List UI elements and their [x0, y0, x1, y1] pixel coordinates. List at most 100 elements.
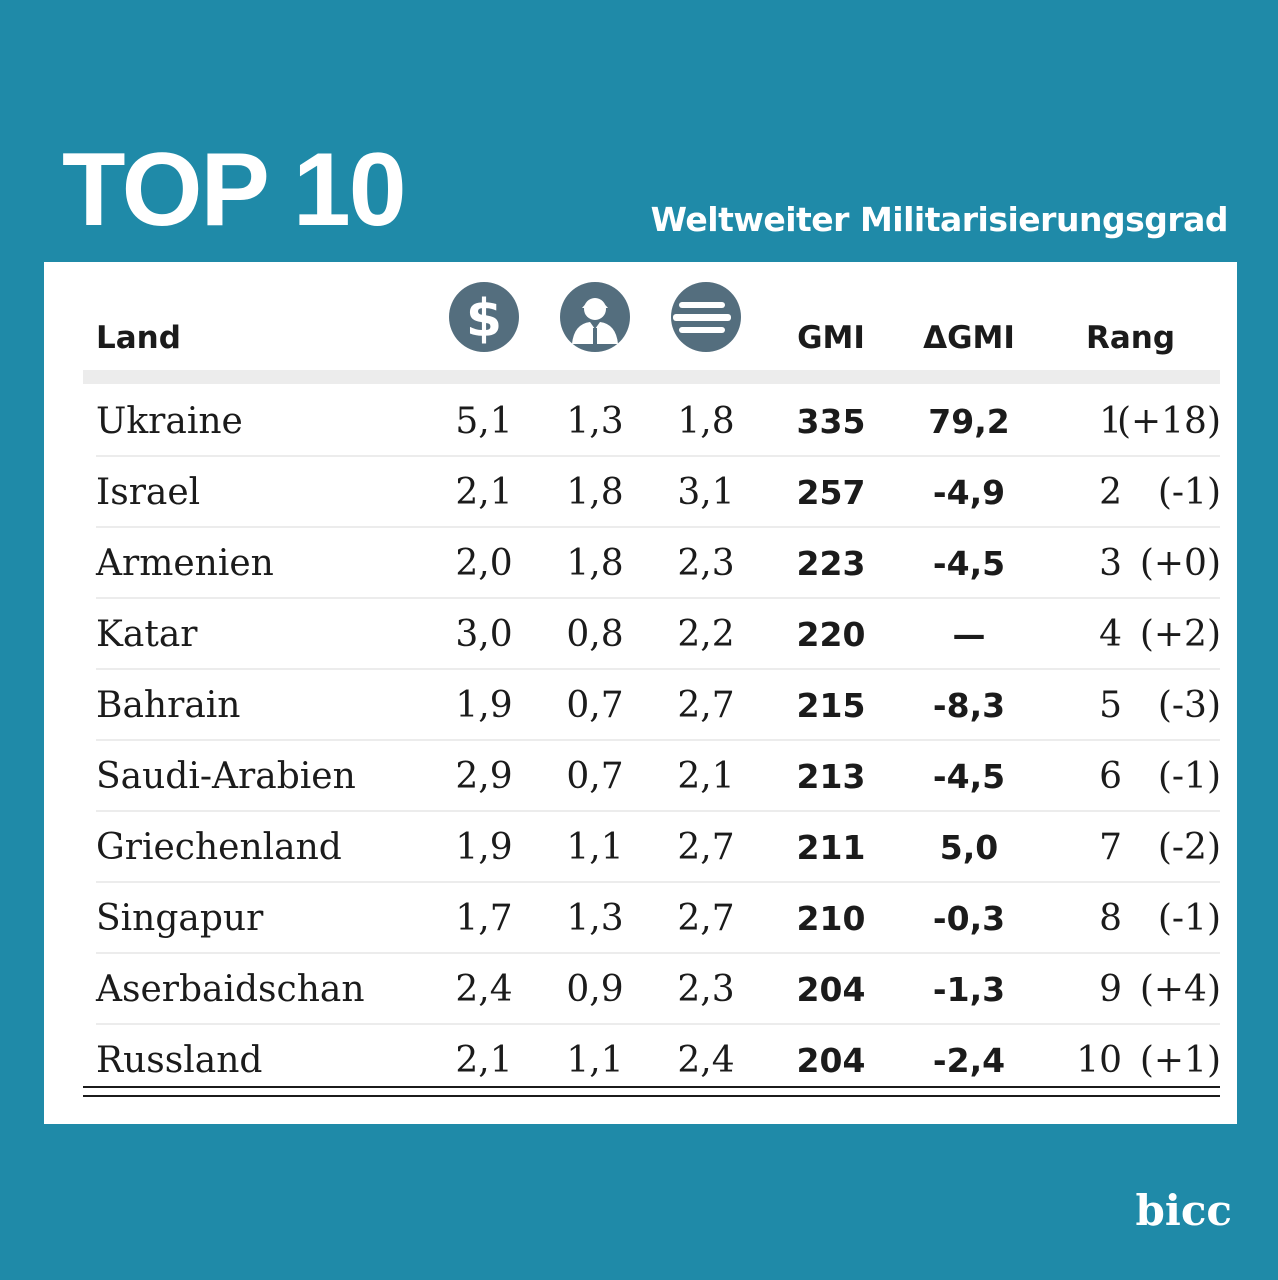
table-row: Israel 2,1 1,8 3,1 257 -4,9 2 (-1)	[44, 457, 1237, 528]
value-weapons: 2,7	[677, 685, 735, 726]
ranking-table: Land $ GMI ΔGMI Rang Ukraine 5,1 1,3 1,8 335…	[44, 262, 1237, 1124]
row-divider	[96, 1023, 1220, 1025]
value-gmi: 211	[796, 828, 866, 867]
country-name: Katar	[96, 614, 198, 655]
row-divider	[96, 526, 1220, 528]
rank-number: 9	[1099, 969, 1122, 1010]
svg-text:$: $	[466, 289, 502, 349]
table-row: Katar 3,0 0,8 2,2 220 — 4 (+2)	[44, 599, 1237, 670]
bicc-logo: bicc	[1135, 1186, 1232, 1235]
table-row: Russland 2,1 1,1 2,4 204 -2,4 10 (+1)	[44, 1025, 1237, 1096]
value-soldier: 0,7	[566, 685, 624, 726]
header-gmi: GMI	[797, 320, 865, 356]
rank-change: (-1)	[1157, 898, 1221, 939]
rank-change: (+0)	[1139, 543, 1221, 584]
value-dollar: 1,9	[455, 685, 513, 726]
value-dollar: 1,9	[455, 827, 513, 868]
value-dollar: 2,4	[455, 969, 513, 1010]
value-delta-gmi: -8,3	[932, 686, 1006, 725]
rank-number: 4	[1099, 614, 1122, 655]
rank-number: 6	[1099, 756, 1122, 797]
row-divider	[96, 881, 1220, 883]
value-weapons: 2,2	[677, 614, 735, 655]
soldier-icon	[560, 282, 630, 352]
value-delta-gmi: 5,0	[939, 828, 999, 867]
country-name: Bahrain	[96, 685, 241, 726]
rank-number: 3	[1099, 543, 1122, 584]
country-name: Israel	[96, 472, 201, 513]
table-row: Singapur 1,7 1,3 2,7 210 -0,3 8 (-1)	[44, 883, 1237, 954]
table-row: Bahrain 1,9 0,7 2,7 215 -8,3 5 (-3)	[44, 670, 1237, 741]
country-name: Ukraine	[96, 401, 243, 442]
value-soldier: 1,8	[566, 472, 624, 513]
rank-change: (+1)	[1139, 1040, 1221, 1081]
country-name: Russland	[96, 1040, 263, 1081]
value-weapons: 3,1	[677, 472, 735, 513]
value-dollar: 3,0	[455, 614, 513, 655]
value-gmi: 204	[796, 970, 866, 1009]
value-delta-gmi: -4,5	[932, 544, 1006, 583]
rank-number: 8	[1099, 898, 1122, 939]
row-divider	[96, 455, 1220, 457]
value-soldier: 1,1	[566, 1040, 624, 1081]
country-name: Armenien	[96, 543, 274, 584]
value-weapons: 2,1	[677, 756, 735, 797]
value-delta-gmi: -2,4	[932, 1041, 1006, 1080]
value-delta-gmi: -4,9	[932, 473, 1006, 512]
value-weapons: 2,7	[677, 898, 735, 939]
row-divider	[96, 597, 1220, 599]
value-dollar: 5,1	[455, 401, 513, 442]
rank-number: 5	[1099, 685, 1122, 726]
row-divider	[96, 810, 1220, 812]
header-rang: Rang	[1086, 320, 1176, 356]
value-gmi: 204	[796, 1041, 866, 1080]
country-name: Aserbaidschan	[96, 969, 365, 1010]
page-title: TOP 10	[62, 132, 407, 248]
table-row: Ukraine 5,1 1,3 1,8 335 79,2 1 (+18)	[44, 386, 1237, 457]
rank-change: (-1)	[1157, 472, 1221, 513]
value-gmi: 215	[796, 686, 866, 725]
row-divider	[96, 668, 1220, 670]
row-divider	[96, 952, 1220, 954]
value-weapons: 2,7	[677, 827, 735, 868]
value-dollar: 2,1	[455, 472, 513, 513]
value-dollar: 1,7	[455, 898, 513, 939]
value-soldier: 1,8	[566, 543, 624, 584]
table-row: Griechenland 1,9 1,1 2,7 211 5,0 7 (-2)	[44, 812, 1237, 883]
value-soldier: 1,3	[566, 898, 624, 939]
rank-number: 10	[1076, 1040, 1122, 1081]
value-weapons: 2,4	[677, 1040, 735, 1081]
rank-change: (+4)	[1139, 969, 1221, 1010]
value-delta-gmi: -0,3	[932, 899, 1006, 938]
table-row: Saudi-Arabien 2,9 0,7 2,1 213 -4,5 6 (-1)	[44, 741, 1237, 812]
table-row: Armenien 2,0 1,8 2,3 223 -4,5 3 (+0)	[44, 528, 1237, 599]
value-gmi: 223	[796, 544, 866, 583]
value-weapons: 2,3	[677, 543, 735, 584]
value-soldier: 0,8	[566, 614, 624, 655]
header-separator	[83, 370, 1220, 384]
table-bottom-rule	[83, 1086, 1220, 1088]
value-soldier: 1,3	[566, 401, 624, 442]
rank-change: (-3)	[1157, 685, 1221, 726]
value-soldier: 1,1	[566, 827, 624, 868]
value-dollar: 2,1	[455, 1040, 513, 1081]
table-row: Aserbaidschan 2,4 0,9 2,3 204 -1,3 9 (+4)	[44, 954, 1237, 1025]
value-dollar: 2,0	[455, 543, 513, 584]
row-divider	[96, 739, 1220, 741]
header-land: Land	[96, 320, 181, 356]
value-dollar: 2,9	[455, 756, 513, 797]
value-gmi: 257	[796, 473, 866, 512]
header-delta-gmi: ΔGMI	[923, 320, 1015, 356]
value-delta-gmi: —	[952, 615, 986, 654]
value-soldier: 0,7	[566, 756, 624, 797]
value-delta-gmi: 79,2	[928, 402, 1010, 441]
value-delta-gmi: -4,5	[932, 757, 1006, 796]
table-bottom-rule-2	[83, 1095, 1220, 1097]
rank-number: 1	[1099, 401, 1122, 442]
value-delta-gmi: -1,3	[932, 970, 1006, 1009]
value-weapons: 2,3	[677, 969, 735, 1010]
page-subtitle: Weltweiter Militarisierungsgrad	[650, 200, 1229, 239]
value-gmi: 213	[796, 757, 866, 796]
rank-number: 7	[1099, 827, 1122, 868]
value-weapons: 1,8	[677, 401, 735, 442]
